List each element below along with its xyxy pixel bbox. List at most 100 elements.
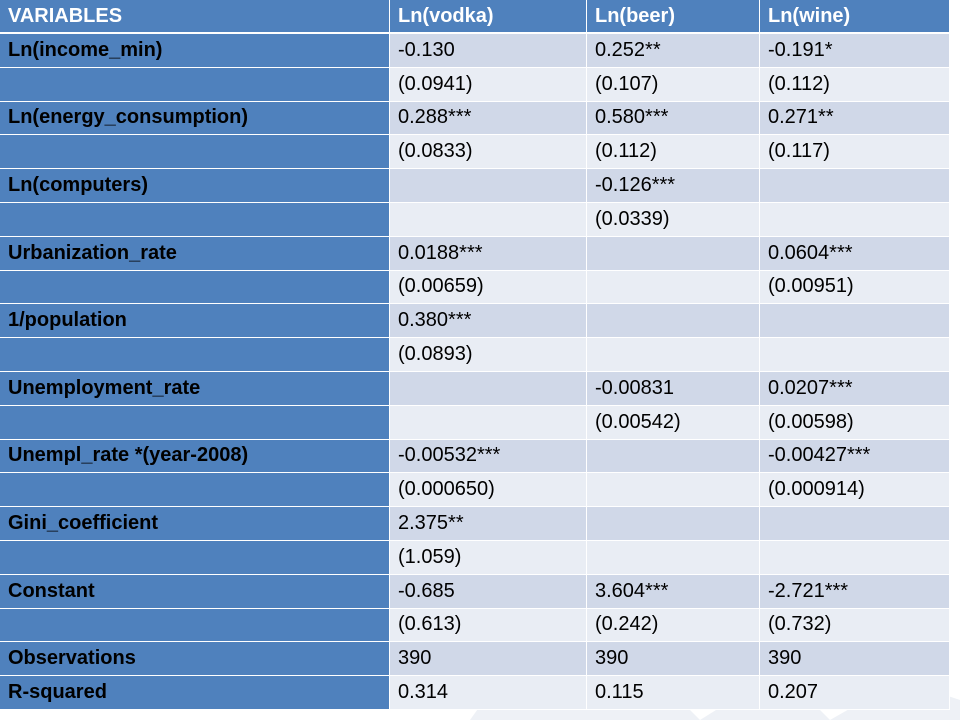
- table-cell: [587, 270, 760, 305]
- table-cell: (0.0833): [390, 135, 587, 170]
- table-cell: -0.685: [390, 574, 587, 609]
- table-cell: 390: [587, 642, 760, 677]
- row-label: [0, 540, 390, 575]
- table-cell: 0.0188***: [390, 236, 587, 271]
- row-label: [0, 608, 390, 643]
- table-cell: [587, 439, 760, 474]
- table-row: Ln(income_min) -0.130 0.252** -0.191*: [0, 34, 950, 68]
- table-row: (0.0833) (0.112) (0.117): [0, 135, 950, 170]
- row-label: [0, 202, 390, 237]
- table-cell: [390, 169, 587, 203]
- table-cell: -0.130: [390, 34, 587, 68]
- table-cell: 0.271**: [760, 101, 950, 136]
- table-row: 1/population 0.380***: [0, 304, 950, 339]
- table-cell: [760, 169, 950, 203]
- table-cell: 0.0207***: [760, 371, 950, 406]
- table-cell: [760, 304, 950, 339]
- table-cell: (0.112): [587, 135, 760, 170]
- table-row: (0.000650) (0.000914): [0, 473, 950, 508]
- table-cell: (0.00598): [760, 405, 950, 440]
- table-cell: (0.732): [760, 608, 950, 643]
- table-row: R-squared 0.314 0.115 0.207: [0, 676, 950, 710]
- table-cell: 0.580***: [587, 101, 760, 136]
- table-cell: [587, 473, 760, 508]
- table-cell: [760, 338, 950, 372]
- table-cell: (0.242): [587, 608, 760, 643]
- table-cell: [760, 540, 950, 575]
- row-label: Ln(income_min): [0, 34, 390, 68]
- table-cell: -0.00532***: [390, 439, 587, 474]
- table-cell: [390, 405, 587, 440]
- row-label: Unempl_rate *(year-2008): [0, 439, 390, 474]
- table-cell: 0.207: [760, 676, 950, 710]
- table-cell: (0.0339): [587, 202, 760, 237]
- table-cell: [587, 236, 760, 271]
- table-cell: (0.613): [390, 608, 587, 643]
- table-cell: 2.375**: [390, 507, 587, 541]
- row-label: 1/population: [0, 304, 390, 339]
- table-cell: 390: [760, 642, 950, 677]
- table-cell: 0.288***: [390, 101, 587, 136]
- table-cell: 3.604***: [587, 574, 760, 609]
- table-row: Ln(computers) -0.126***: [0, 169, 950, 203]
- table-row: Observations 390 390 390: [0, 642, 950, 677]
- table-row: (1.059): [0, 540, 950, 575]
- table-cell: [390, 202, 587, 237]
- table-row: (0.0893): [0, 338, 950, 372]
- table-row: Unemployment_rate -0.00831 0.0207***: [0, 371, 950, 406]
- table-row: Urbanization_rate 0.0188*** 0.0604***: [0, 236, 950, 271]
- table-cell: [760, 507, 950, 541]
- table-cell: [587, 304, 760, 339]
- row-label: Constant: [0, 574, 390, 609]
- regression-table: VARIABLES Ln(vodka) Ln(beer) Ln(wine) Ln…: [0, 0, 950, 710]
- table-cell: 0.0604***: [760, 236, 950, 271]
- table-cell: -0.191*: [760, 34, 950, 68]
- row-label: Gini_coefficient: [0, 507, 390, 541]
- header-beer: Ln(beer): [587, 0, 760, 34]
- table-cell: 0.314: [390, 676, 587, 710]
- row-label: Unemployment_rate: [0, 371, 390, 406]
- table-cell: -0.126***: [587, 169, 760, 203]
- row-label: Ln(computers): [0, 169, 390, 203]
- table-cell: [760, 202, 950, 237]
- table-row: (0.00542) (0.00598): [0, 405, 950, 440]
- header-variables: VARIABLES: [0, 0, 390, 34]
- row-label: [0, 67, 390, 102]
- table-row: (0.0339): [0, 202, 950, 237]
- table-cell: 390: [390, 642, 587, 677]
- row-label: R-squared: [0, 676, 390, 710]
- row-label: Urbanization_rate: [0, 236, 390, 271]
- table-row: (0.00659) (0.00951): [0, 270, 950, 305]
- table-cell: (1.059): [390, 540, 587, 575]
- table-cell: (0.00659): [390, 270, 587, 305]
- header-vodka: Ln(vodka): [390, 0, 587, 34]
- header-wine: Ln(wine): [760, 0, 950, 34]
- table-cell: (0.0941): [390, 67, 587, 102]
- table-row: Ln(energy_consumption) 0.288*** 0.580*** 0.…: [0, 101, 950, 136]
- table-cell: (0.000914): [760, 473, 950, 508]
- table-cell: 0.252**: [587, 34, 760, 68]
- table-cell: (0.00951): [760, 270, 950, 305]
- row-label: [0, 135, 390, 170]
- table-cell: (0.112): [760, 67, 950, 102]
- row-label: Observations: [0, 642, 390, 677]
- table-cell: (0.0893): [390, 338, 587, 372]
- table-cell: [587, 540, 760, 575]
- table-cell: (0.000650): [390, 473, 587, 508]
- table-cell: 0.380***: [390, 304, 587, 339]
- table-cell: [390, 371, 587, 406]
- row-label: [0, 338, 390, 372]
- table-cell: [587, 507, 760, 541]
- table-row: (0.613) (0.242) (0.732): [0, 608, 950, 643]
- table-row: Constant -0.685 3.604*** -2.721***: [0, 574, 950, 609]
- row-label: Ln(energy_consumption): [0, 101, 390, 136]
- table-cell: (0.00542): [587, 405, 760, 440]
- table-header-row: VARIABLES Ln(vodka) Ln(beer) Ln(wine): [0, 0, 950, 34]
- table-cell: -0.00427***: [760, 439, 950, 474]
- table-row: Gini_coefficient 2.375**: [0, 507, 950, 541]
- table-row: (0.0941) (0.107) (0.112): [0, 67, 950, 102]
- table-cell: [587, 338, 760, 372]
- row-label: [0, 405, 390, 440]
- row-label: [0, 473, 390, 508]
- table-cell: 0.115: [587, 676, 760, 710]
